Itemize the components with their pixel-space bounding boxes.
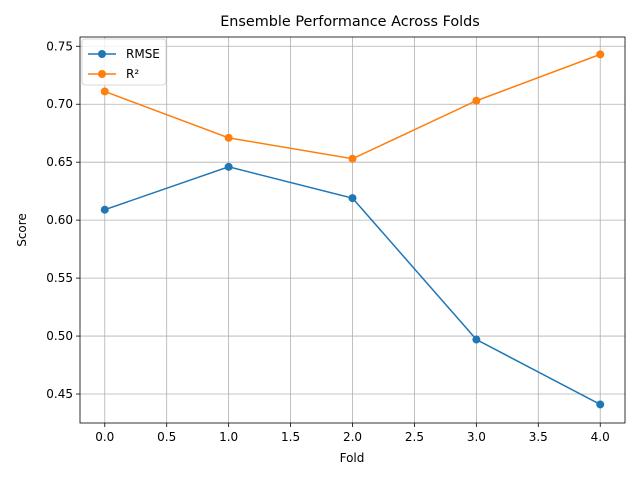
grid — [80, 37, 625, 423]
y-tick-label: 0.70 — [46, 97, 73, 111]
data-point-rmse — [224, 162, 233, 171]
data-point-rmse — [472, 335, 481, 344]
y-tick-label: 0.50 — [46, 329, 73, 343]
chart-title: Ensemble Performance Across Folds — [220, 14, 480, 30]
data-point-r2 — [348, 154, 357, 163]
y-tick-label: 0.75 — [46, 39, 73, 53]
x-tick-label: 0.5 — [157, 430, 176, 444]
x-tick-label: 0.0 — [95, 430, 114, 444]
x-tick-label: 2.0 — [343, 430, 362, 444]
legend-marker-rmse — [98, 50, 106, 58]
data-point-r2 — [472, 96, 481, 105]
x-tick-label: 3.0 — [467, 430, 486, 444]
legend-box — [81, 38, 167, 86]
data-point-r2 — [596, 50, 605, 59]
data-point-rmse — [100, 205, 109, 214]
y-tick-label: 0.60 — [46, 213, 73, 227]
plot-series — [100, 50, 605, 409]
y-axis-label: Score — [15, 213, 29, 247]
y-tick-label: 0.65 — [46, 155, 73, 169]
data-point-r2 — [224, 133, 233, 142]
legend: RMSE R² — [81, 38, 167, 86]
data-point-rmse — [348, 194, 357, 203]
x-tick-label: 3.5 — [529, 430, 548, 444]
legend-label-r2: R² — [126, 67, 139, 81]
legend-marker-r2 — [98, 70, 106, 78]
axis-ticks: 0.0 0.5 1.0 1.5 2.0 2.5 3.0 3.5 4.0 0.45 0.50 0.55 0… — [46, 39, 609, 444]
x-axis-label: Fold — [340, 451, 365, 465]
x-tick-label: 2.5 — [405, 430, 424, 444]
x-tick-label: 1.0 — [219, 430, 238, 444]
data-point-rmse — [596, 400, 605, 409]
x-tick-label: 1.5 — [281, 430, 300, 444]
legend-label-rmse: RMSE — [126, 47, 160, 61]
x-tick-label: 4.0 — [591, 430, 610, 444]
data-point-r2 — [100, 87, 109, 96]
y-tick-label: 0.55 — [46, 271, 73, 285]
y-tick-label: 0.45 — [46, 387, 73, 401]
